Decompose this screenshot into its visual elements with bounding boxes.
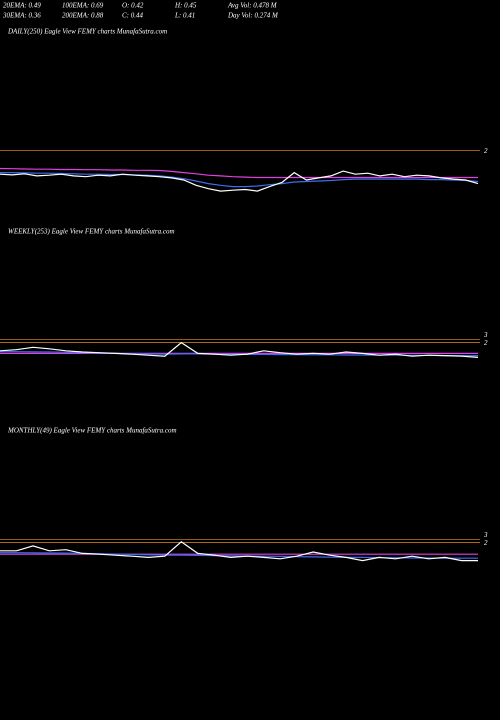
y-tick-label: 2 — [484, 339, 488, 347]
y-tick-label: 3 — [483, 531, 488, 539]
header-stat: 30EMA: 0.36 — [2, 12, 41, 20]
header-stat: 20EMA: 0.49 — [3, 2, 41, 10]
price-line — [0, 170, 479, 192]
header-stat: C: 0.44 — [122, 12, 144, 20]
price-line — [0, 167, 478, 179]
header-stat: 200EMA: 0.88 — [62, 12, 104, 20]
price-line — [0, 341, 479, 358]
y-tick-label: 2 — [484, 147, 488, 155]
y-tick-label: 3 — [483, 331, 488, 339]
header-stat: L: 0.41 — [174, 12, 195, 20]
panel-title: WEEKLY(253) Eagle View FEMY charts Munaf… — [8, 228, 175, 236]
header-stat: 100EMA: 0.69 — [62, 2, 104, 10]
price-line — [0, 172, 479, 188]
panel-title: MONTHLY(49) Eagle View FEMY charts Munaf… — [7, 427, 177, 435]
header-stat: Avg Vol: 0.478 M — [227, 2, 278, 10]
price-line — [0, 541, 478, 562]
panel-title: DAILY(250) Eagle View FEMY charts Munafa… — [7, 28, 167, 36]
header-stat: H: 0.45 — [174, 2, 197, 10]
y-tick-label: 2 — [484, 539, 488, 547]
header-stat: O: 0.42 — [122, 2, 144, 10]
header-stat: Day Vol: 0.274 M — [227, 12, 279, 20]
